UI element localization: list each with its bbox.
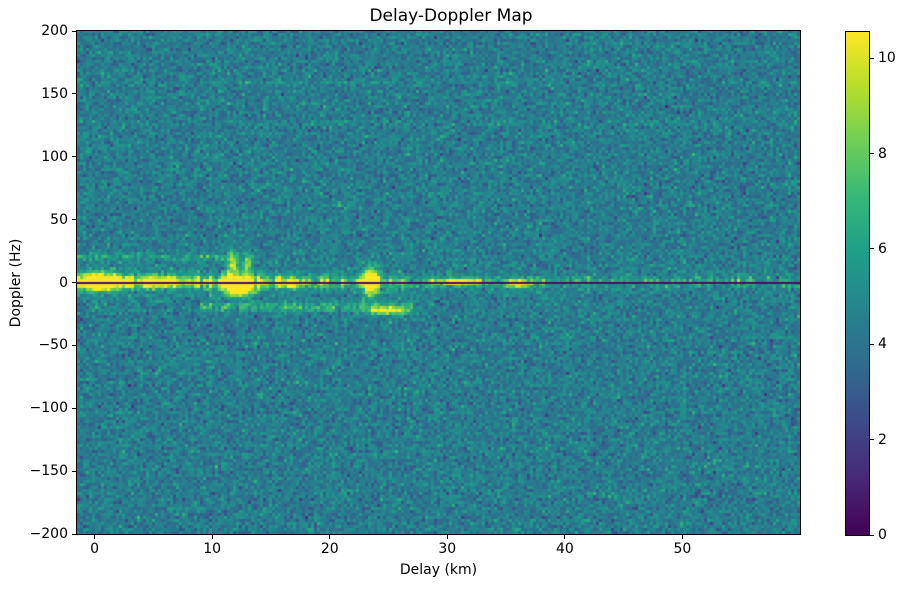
x-tick-mark xyxy=(329,535,331,539)
y-tick-label: 50 xyxy=(50,211,68,228)
y-tick-label: −50 xyxy=(38,337,68,354)
x-tick-mark xyxy=(681,535,683,539)
y-tick-mark xyxy=(72,344,76,346)
y-tick-label: 0 xyxy=(59,274,68,291)
y-tick-mark xyxy=(72,533,76,535)
y-tick-label: 100 xyxy=(41,148,68,165)
y-tick-label: 150 xyxy=(41,85,68,102)
chart-title: Delay-Doppler Map xyxy=(369,6,533,26)
y-tick-mark xyxy=(72,93,76,95)
y-tick-mark xyxy=(72,407,76,409)
y-tick-label: −100 xyxy=(29,400,68,417)
x-axis-label: Delay (km) xyxy=(399,562,478,578)
colorbar-tick-label: 2 xyxy=(878,431,887,448)
colorbar-tick-label: 0 xyxy=(878,527,887,543)
colorbar-tick-label: 6 xyxy=(878,240,887,257)
colorbar-tick-mark xyxy=(870,534,874,536)
x-tick-mark xyxy=(211,535,213,539)
colorbar-tick-mark xyxy=(870,343,874,345)
y-tick-label: 200 xyxy=(41,23,68,39)
x-tick-label: 20 xyxy=(320,541,339,557)
x-tick-label: 30 xyxy=(438,541,457,557)
y-tick-mark xyxy=(72,30,76,32)
colorbar-tick-mark xyxy=(870,57,874,59)
y-tick-mark xyxy=(72,282,76,283)
y-tick-mark xyxy=(72,156,76,158)
x-tick-mark xyxy=(94,535,96,539)
colorbar-gradient xyxy=(846,32,869,535)
colorbar-tick-mark xyxy=(870,153,874,155)
y-tick-mark xyxy=(72,470,76,472)
x-tick-mark xyxy=(446,535,448,539)
x-tick-label: 10 xyxy=(203,541,222,557)
colorbar-tick-label: 10 xyxy=(878,50,896,67)
x-tick-label: 50 xyxy=(673,541,692,557)
x-tick-mark xyxy=(564,535,566,539)
colorbar-tick-label: 8 xyxy=(878,145,887,162)
y-tick-mark xyxy=(72,219,76,221)
colorbar-tick-mark xyxy=(870,439,874,441)
colorbar-tick-mark xyxy=(870,248,874,250)
y-tick-label: −200 xyxy=(29,526,68,542)
colorbar-tick-label: 4 xyxy=(878,336,887,353)
x-tick-label: 0 xyxy=(90,541,100,557)
heatmap-canvas xyxy=(77,31,800,534)
y-tick-label: −150 xyxy=(29,463,68,480)
x-tick-label: 40 xyxy=(555,541,574,557)
colorbar xyxy=(845,31,870,536)
